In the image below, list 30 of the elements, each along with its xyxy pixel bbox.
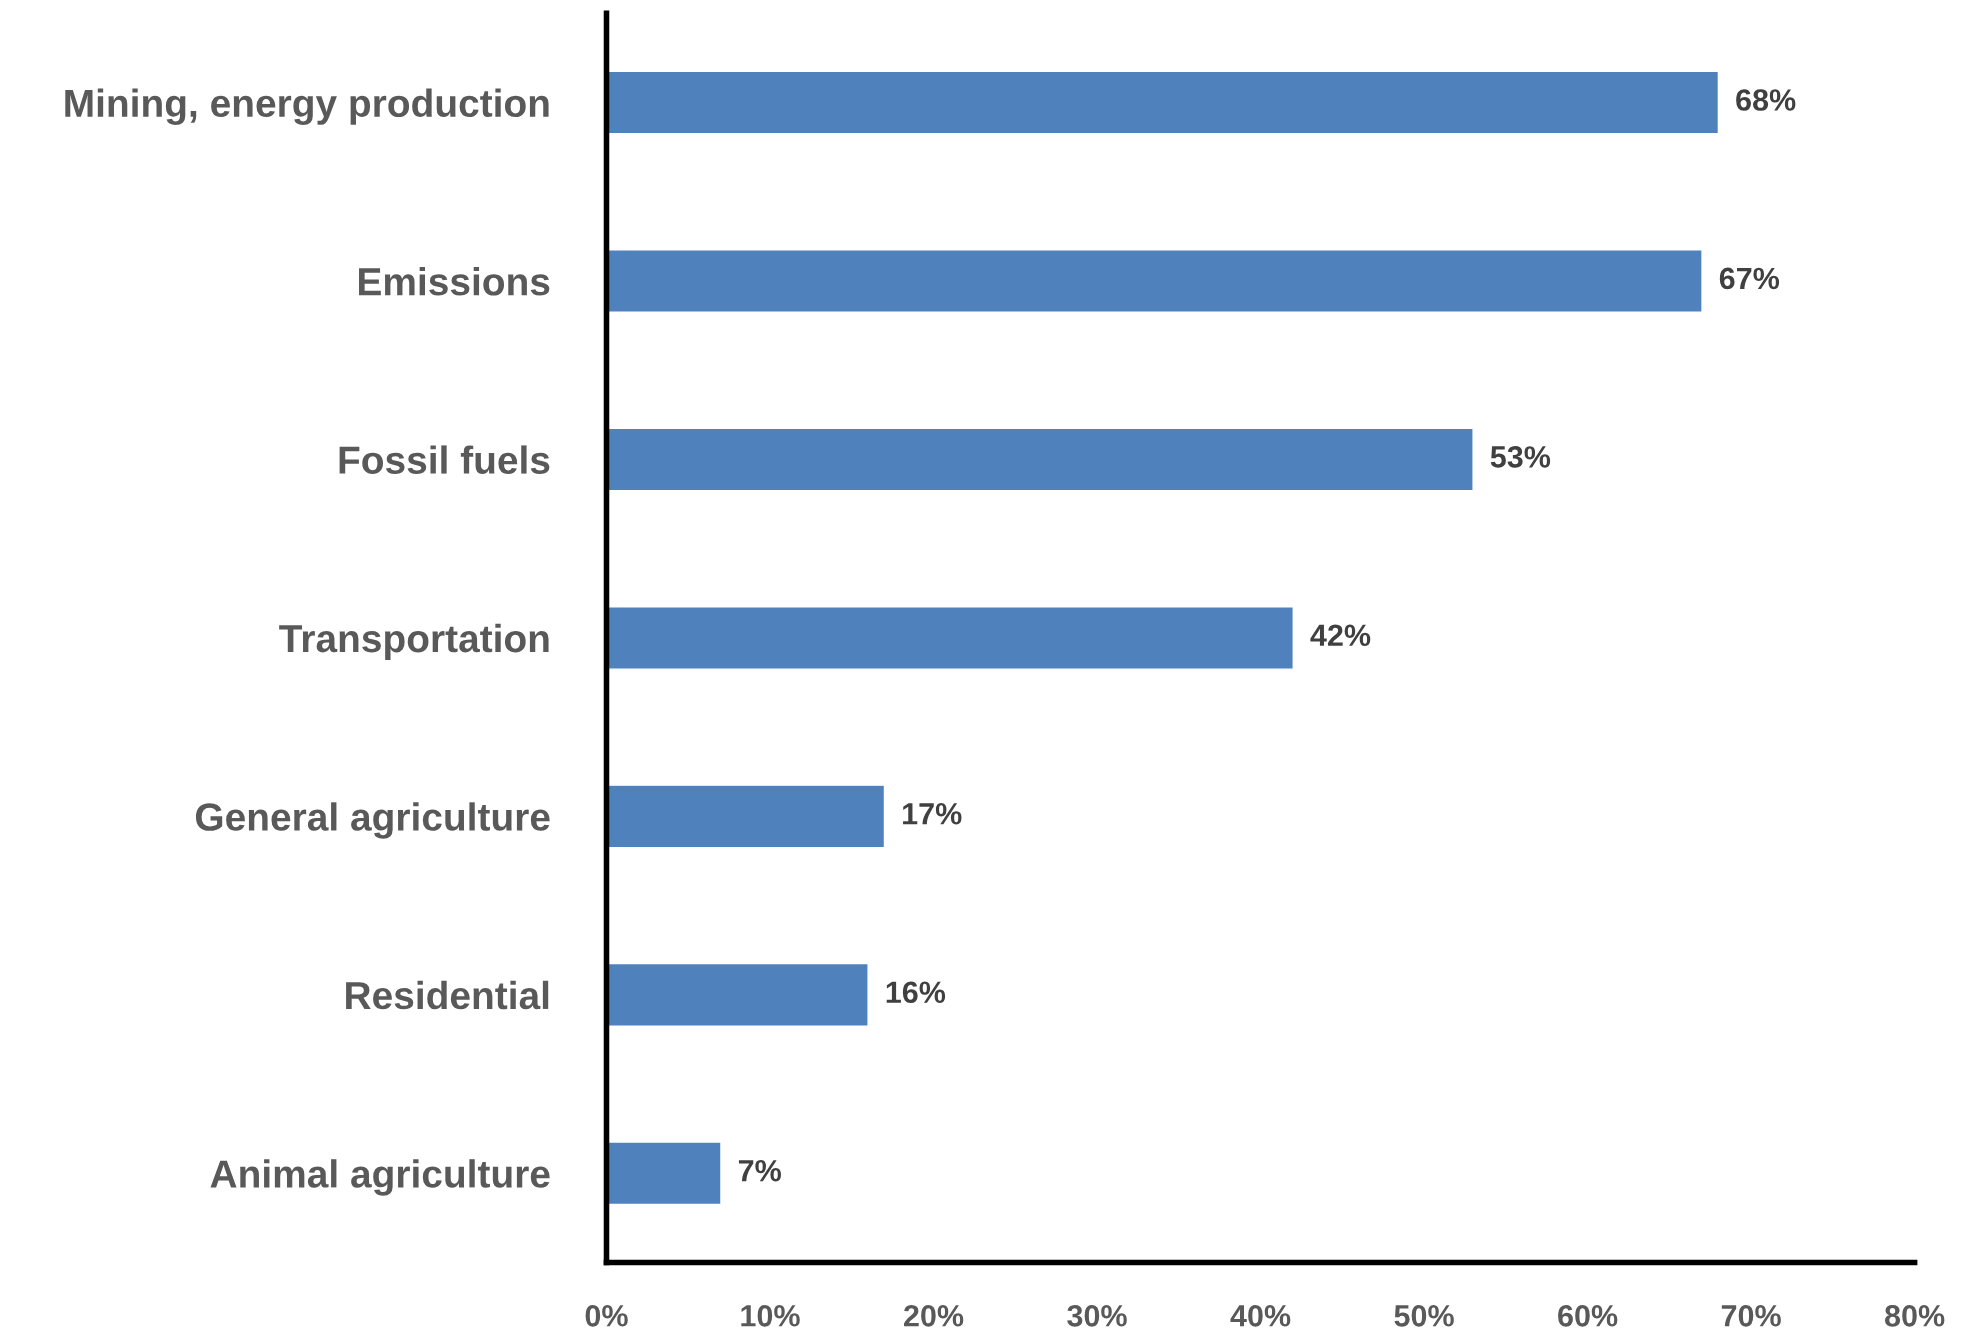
bar — [606, 1141, 722, 1206]
data-label: 17% — [903, 803, 962, 825]
data-label: 53% — [1490, 446, 1551, 468]
x-tick-label: 30% — [1067, 1304, 1127, 1327]
data-label: 7% — [738, 1159, 781, 1182]
y-tick-label: Fossil fuels — [339, 445, 550, 474]
bar — [606, 962, 869, 1027]
x-tick-label: 80% — [1885, 1304, 1945, 1327]
x-tick-label: 40% — [1230, 1304, 1291, 1327]
data-label: 16% — [886, 981, 946, 1004]
x-tick-label: 0% — [585, 1304, 628, 1327]
bar — [606, 606, 1294, 670]
x-tick-label: 10% — [741, 1304, 800, 1327]
x-tick-label: 70% — [1721, 1304, 1781, 1327]
bar — [606, 70, 1720, 135]
y-tick-label: Mining, energy production — [65, 88, 549, 125]
x-tick-label: 60% — [1558, 1304, 1618, 1327]
bar — [606, 427, 1474, 492]
data-label: 42% — [1310, 624, 1371, 647]
bar — [606, 784, 886, 849]
y-tick-label: Transportation — [279, 623, 549, 661]
y-tick-label: Emissions — [359, 266, 550, 296]
y-tick-label: General agriculture — [195, 802, 550, 839]
y-tick-label: Animal agriculture — [210, 1159, 550, 1196]
x-tick-label: 50% — [1394, 1304, 1454, 1327]
x-tick-label: 20% — [904, 1304, 964, 1327]
bar — [606, 249, 1703, 313]
y-tick-label: Residential — [346, 980, 549, 1010]
data-label: 68% — [1736, 89, 1796, 111]
data-label: 67% — [1719, 267, 1780, 290]
